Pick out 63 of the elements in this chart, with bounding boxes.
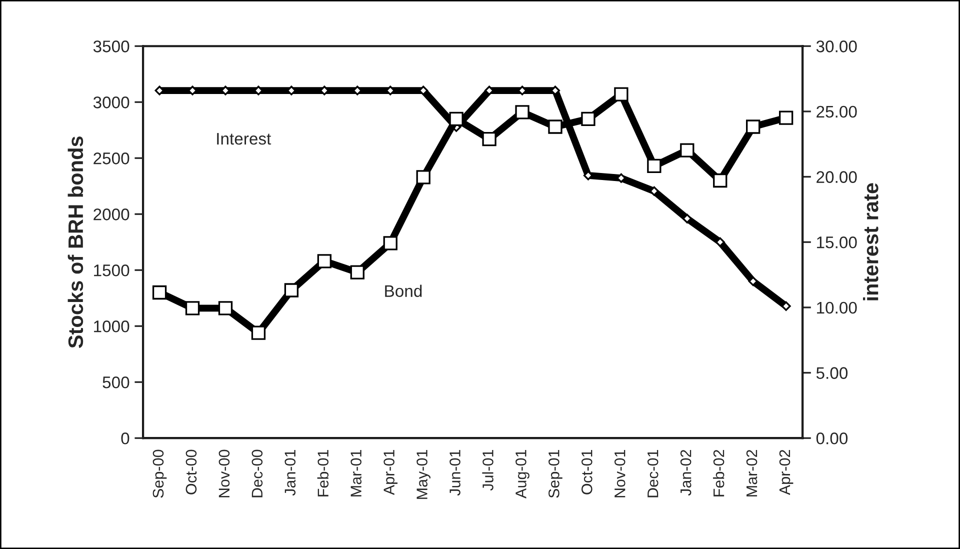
point [416,170,430,184]
y2-tick-label: 25.00 [816,106,857,118]
y-tick-label: 3500 [93,40,130,52]
point [680,143,694,158]
y-axis-title: Stocks of BRH bonds [68,136,84,348]
x-tick-label: Mar-01 [350,450,362,496]
x-tick-label: Oct-01 [582,450,592,494]
point [515,105,530,120]
point [778,110,794,125]
x-tick-label: Jan-01 [284,450,296,496]
point [284,283,299,298]
point [647,158,662,174]
y2-tick-label: 0.00 [816,432,848,444]
x-tick-label: Aug-01 [516,450,530,498]
point [449,112,464,126]
y-tick-label: 1000 [94,320,130,332]
y-tick-label: 0 [121,432,130,444]
point [713,173,728,188]
point [482,132,496,146]
x-tick-label: Feb-01 [317,450,329,496]
x-tick-label: May-01 [416,450,430,499]
x-tick-label: Nov-01 [614,450,626,498]
x-tick-label: Apr-02 [779,450,794,496]
point [152,285,167,300]
point [317,254,332,268]
x-tick-label: Jun-01 [450,450,460,496]
x-tick-label: Dec-00 [252,450,263,498]
y2-tick-label: 10.00 [817,302,857,314]
y2-tick-label: 15.00 [817,236,857,248]
point [781,301,791,311]
point [748,276,758,286]
point [682,214,692,224]
x-tick-label: Jan-02 [680,450,692,496]
x-tick-label: Feb-02 [713,450,724,496]
series-label: Bond [385,284,422,297]
x-tick-label: Oct-00 [186,450,197,494]
y-tick-label: 2000 [94,208,130,220]
y2-tick-label: 20.00 [816,171,857,183]
x-tick-label: Mar-02 [746,450,758,496]
y-tick-label: 3000 [93,96,130,108]
x-tick-label: Sep-01 [548,450,562,498]
point [548,120,562,134]
point [383,236,398,250]
point [251,326,266,340]
x-tick-label: Dec-01 [647,450,658,498]
x-tick-label: Apr-01 [384,450,398,496]
point [218,301,233,316]
y2-tick-label: 5.00 [816,367,848,379]
y-tick-label: 1500 [94,264,130,276]
x-tick-label: Jul-01 [482,450,494,491]
point [746,120,760,134]
y2-tick-label: 30.00 [816,40,857,52]
y-tick-label: 500 [102,376,130,388]
point [715,237,725,247]
point [581,112,596,126]
text: Interest [217,133,272,145]
x-tick-label: Sep-00 [152,450,167,498]
y-tick-label: 2500 [94,152,130,164]
point [185,301,200,316]
x-tick-label: Nov-00 [218,450,230,498]
y2-axis-title: interest rate [863,183,878,300]
point [350,265,364,280]
point [614,87,628,102]
